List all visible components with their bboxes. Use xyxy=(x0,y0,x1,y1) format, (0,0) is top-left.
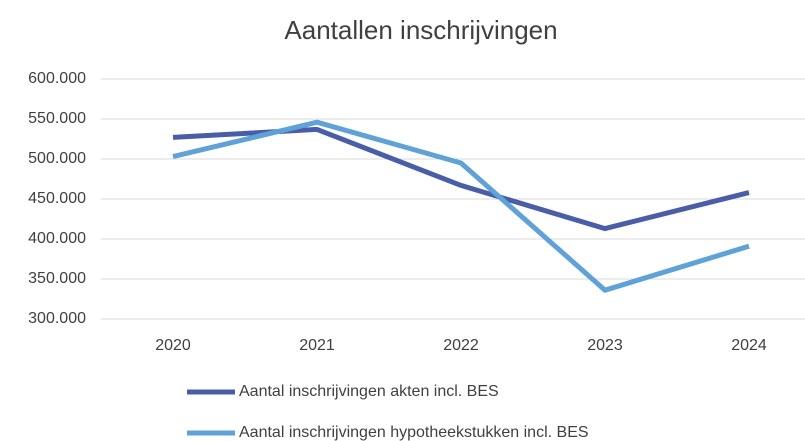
x-tick-label: 2024 xyxy=(731,337,767,354)
y-tick-label: 450.000 xyxy=(28,190,86,207)
series-line xyxy=(172,119,750,293)
y-tick-label: 350.000 xyxy=(28,270,86,287)
y-tick-label: 500.000 xyxy=(28,150,86,167)
y-tick-label: 300.000 xyxy=(28,310,86,327)
x-tick-label: 2022 xyxy=(443,337,479,354)
x-tick-label: 2021 xyxy=(299,337,335,354)
legend-label: Aantal inschrijvingen akten incl. BES xyxy=(239,383,499,400)
series-line xyxy=(172,126,750,232)
x-tick-label: 2023 xyxy=(587,337,623,354)
y-tick-label: 600.000 xyxy=(28,70,86,87)
y-tick-label: 550.000 xyxy=(28,110,86,127)
legend-label: Aantal inschrijvingen hypotheekstukken i… xyxy=(239,424,589,441)
chart-title: Aantallen inschrijvingen xyxy=(284,15,557,45)
y-tick-label: 400.000 xyxy=(28,230,86,247)
x-tick-label: 2020 xyxy=(155,337,191,354)
